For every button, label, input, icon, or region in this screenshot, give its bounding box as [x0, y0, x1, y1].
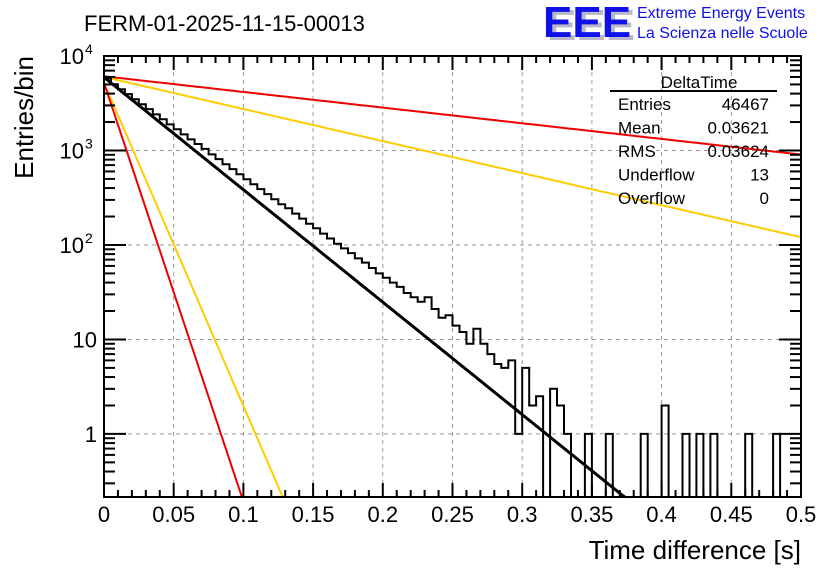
logo-mark-shadow: EEE: [547, 1, 635, 50]
x-tick-label: 0.35: [570, 502, 613, 527]
stats-label: Mean: [618, 119, 661, 138]
y-tick-exponent: 2: [85, 230, 93, 246]
stats-box: DeltaTime Entries 46467 Mean 0.03621 RMS 0.03…: [610, 73, 777, 208]
histogram-DeltaTime: [103, 77, 801, 498]
stats-value: 0: [760, 189, 769, 208]
fit-curve-fit-lower-steep: [103, 82, 244, 498]
y-tick-label: 10: [60, 233, 84, 258]
y-tick-label: 10: [60, 44, 84, 69]
fit-curve-fit-upper-steep: [103, 82, 285, 498]
y-tick-exponent: 4: [85, 41, 93, 57]
stats-label: Overflow: [618, 189, 686, 208]
x-tick-label: 0.25: [431, 502, 474, 527]
chart-title: FERM-01-2025-11-15-00013: [84, 11, 365, 36]
x-tick-label: 0.45: [710, 502, 753, 527]
x-tick-label: 0.4: [646, 502, 677, 527]
y-tick-label: 10: [60, 138, 84, 163]
x-axis: 0 0.05 0.1 0.15 0.2 0.25 0.3 0.35 0.4 0.45 0.5: [98, 56, 816, 527]
y-tick-label: 1: [85, 422, 97, 447]
x-tick-label: 0: [98, 502, 110, 527]
y-tick-label: 10: [73, 327, 97, 352]
fit-curves: [103, 75, 802, 499]
x-tick-label: 0.2: [368, 502, 399, 527]
stats-label: Underflow: [618, 166, 695, 185]
y-tick-exponent: 3: [85, 135, 93, 151]
x-axis-label: Time difference [s]: [589, 535, 801, 565]
stats-label: Entries: [618, 95, 671, 114]
stats-value: 46467: [722, 95, 769, 114]
stats-title: DeltaTime: [661, 73, 738, 92]
stats-label: RMS: [618, 142, 656, 161]
x-tick-label: 0.05: [152, 502, 195, 527]
eee-logo: EEE EEE Extreme Energy Events La Scienza…: [543, 0, 808, 50]
logo-line2: La Scienza nelle Scuole: [637, 25, 808, 42]
fit-curve-fit-upper-shallow: [103, 75, 802, 156]
x-tick-label: 0.1: [228, 502, 259, 527]
grid: [104, 55, 801, 497]
stats-value: 0.03621: [708, 119, 769, 138]
logo-line1: Extreme Energy Events: [637, 5, 805, 22]
fit-curve-fit-lower-shallow: [103, 76, 802, 239]
stats-value: 13: [750, 166, 769, 185]
x-tick-label: 0.15: [292, 502, 335, 527]
x-tick-label: 0.3: [507, 502, 538, 527]
x-tick-label: 0.5: [786, 502, 817, 527]
logo-mark: EEE: [543, 0, 631, 47]
stats-value: 0.03624: [708, 142, 769, 161]
y-axis-label: Entries/bin: [9, 56, 39, 179]
fit-curve-fit: [103, 76, 626, 499]
